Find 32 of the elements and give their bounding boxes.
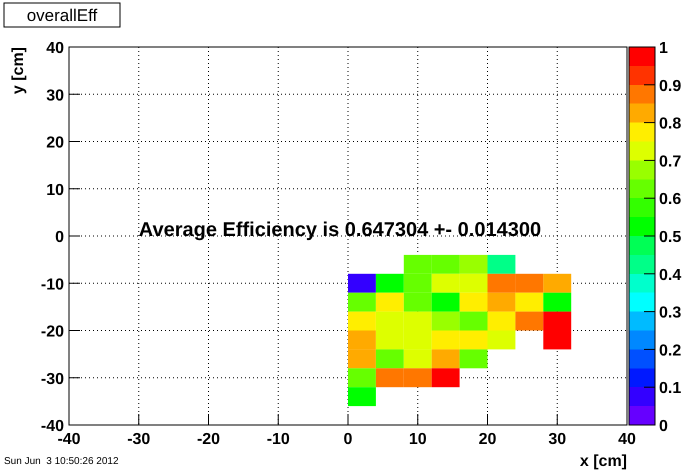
x-tick-label: 10 — [408, 431, 427, 448]
color-bar-label: 0 — [659, 418, 668, 435]
chart-title: overallEff — [26, 6, 98, 25]
y-tick-label: 20 — [46, 134, 64, 152]
color-bar-label: 0.3 — [659, 304, 682, 322]
x-tick-label: 40 — [618, 431, 636, 448]
color-bar-label: 1 — [659, 40, 668, 57]
annotation: Average Efficiency is 0.647304 +- 0.014300 — [138, 219, 542, 241]
y-tick-label: -30 — [40, 370, 64, 388]
y-tick-label: -10 — [40, 276, 64, 294]
x-tick-label: 30 — [548, 431, 566, 448]
color-bar-label: 0.7 — [659, 153, 682, 170]
color-bar-label: 0.4 — [659, 266, 682, 284]
color-bar-label: 0.1 — [659, 380, 682, 398]
y-tick-label: 40 — [46, 40, 64, 57]
x-tick-label: -10 — [266, 431, 290, 448]
y-tick-label: 10 — [46, 182, 64, 199]
x-axis-title: x [cm] — [580, 453, 627, 470]
x-tick-label: -20 — [196, 431, 220, 448]
text: Sun Jun 3 10:50:26 2012 — [4, 456, 119, 467]
y-tick-label: -20 — [40, 324, 64, 340]
color-bar-label: 0.2 — [659, 342, 682, 360]
color-bar-label: 0.5 — [659, 229, 682, 246]
color-bar-label: 0.9 — [659, 78, 682, 95]
y-tick-label: 30 — [46, 87, 64, 104]
y-axis-title: y [cm] — [10, 47, 27, 94]
y-tick-label: 0 — [55, 229, 64, 246]
color-bar-label: 0.8 — [659, 116, 682, 133]
x-tick-label: 0 — [344, 431, 353, 448]
x-tick-label: -30 — [127, 431, 150, 448]
x-tick-label: 20 — [478, 431, 496, 448]
color-bar-label: 0.6 — [659, 191, 682, 208]
